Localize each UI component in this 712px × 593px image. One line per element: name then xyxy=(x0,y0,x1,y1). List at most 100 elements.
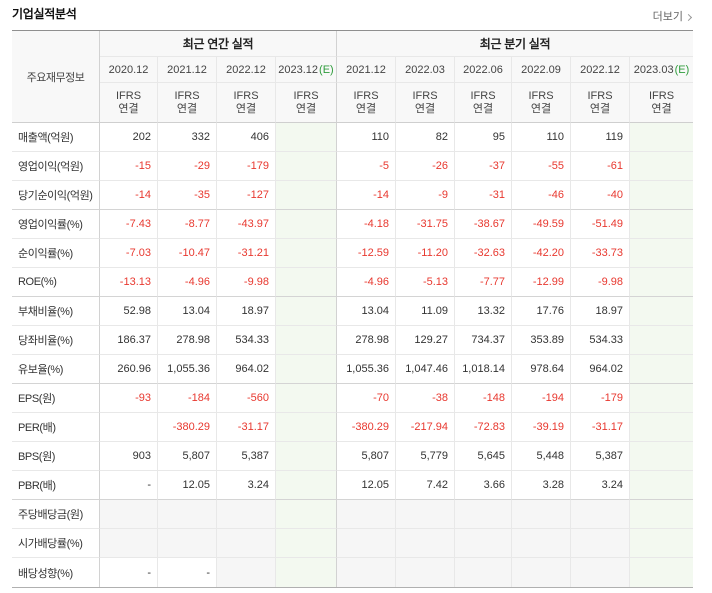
estimate-mark: (E) xyxy=(319,63,334,76)
value-cell xyxy=(276,355,338,384)
value-cell: - xyxy=(158,558,217,587)
value-cell: -127 xyxy=(217,181,276,210)
value-cell: -13.13 xyxy=(100,268,158,297)
value-cell xyxy=(571,500,631,529)
value-cell: -38 xyxy=(396,384,456,413)
row-label: 주당배당금(원) xyxy=(12,500,100,529)
value-cell xyxy=(396,529,456,558)
value-cell: -12.99 xyxy=(512,268,572,297)
scope-label: 연결 xyxy=(355,102,377,115)
value-cell: 5,779 xyxy=(396,442,456,471)
value-cell: -560 xyxy=(217,384,276,413)
value-cell xyxy=(276,500,338,529)
basis-label: IFRS xyxy=(587,89,613,102)
basis-header: IFRS 연결 xyxy=(455,83,513,123)
value-cell xyxy=(396,558,456,587)
row-label: 당좌비율(%) xyxy=(12,326,100,355)
table-row: 당좌비율(%) 186.37 278.98 534.33 278.98 129.27 734… xyxy=(12,326,694,355)
chevron-right-icon xyxy=(684,13,693,22)
more-link[interactable]: 더보기 xyxy=(653,10,693,24)
period-header: 2023.12(E) xyxy=(276,57,338,83)
period-label: 2022.03 xyxy=(405,63,445,76)
value-cell: 13.32 xyxy=(455,297,513,326)
value-cell: 202 xyxy=(100,123,158,152)
value-cell: 5,807 xyxy=(337,442,397,471)
value-cell: -51.49 xyxy=(571,210,631,239)
value-cell: -37 xyxy=(455,152,513,181)
value-cell: 278.98 xyxy=(158,326,217,355)
value-cell: -33.73 xyxy=(571,239,631,268)
row-label: 시가배당률(%) xyxy=(12,529,100,558)
basis-header: IFRS 연결 xyxy=(512,83,572,123)
value-cell xyxy=(630,123,694,152)
value-cell: 5,448 xyxy=(512,442,572,471)
scope-label: 연결 xyxy=(118,102,139,115)
value-cell xyxy=(276,123,338,152)
value-cell: 1,055.36 xyxy=(158,355,217,384)
value-cell xyxy=(630,268,694,297)
basis-header-row: IFRS 연결 IFRS 연결 IFRS 연결 IFRS 연결 IFRS 연결 IFRS 연결 IFRS… xyxy=(12,83,694,123)
value-cell xyxy=(630,413,694,442)
value-cell xyxy=(455,558,513,587)
value-cell: - xyxy=(100,471,158,500)
value-cell: 3.28 xyxy=(512,471,572,500)
value-cell xyxy=(217,500,276,529)
value-cell xyxy=(630,500,694,529)
basis-header: IFRS 연결 xyxy=(158,83,217,123)
value-cell xyxy=(276,384,338,413)
row-label: 유보율(%) xyxy=(12,355,100,384)
value-cell xyxy=(276,326,338,355)
value-cell xyxy=(630,529,694,558)
row-label: ROE(%) xyxy=(12,268,100,297)
value-cell: 353.89 xyxy=(512,326,572,355)
value-cell: -380.29 xyxy=(337,413,397,442)
value-cell: 534.33 xyxy=(217,326,276,355)
period-label: 2022.06 xyxy=(463,63,503,76)
basis-header: IFRS 연결 xyxy=(571,83,631,123)
basis-label: IFRS xyxy=(412,89,438,102)
value-cell: -10.47 xyxy=(158,239,217,268)
value-cell: 18.97 xyxy=(571,297,631,326)
basis-header: IFRS 연결 xyxy=(630,83,694,123)
value-cell xyxy=(571,558,631,587)
value-cell: -61 xyxy=(571,152,631,181)
basis-header: IFRS 연결 xyxy=(100,83,158,123)
value-cell: -148 xyxy=(455,384,513,413)
basis-header: IFRS 연결 xyxy=(276,83,338,123)
value-cell xyxy=(276,181,338,210)
value-cell: 1,055.36 xyxy=(337,355,397,384)
value-cell xyxy=(630,210,694,239)
value-cell: -7.03 xyxy=(100,239,158,268)
value-cell: -72.83 xyxy=(455,413,513,442)
period-label: 2021.12 xyxy=(167,63,207,76)
scope-label: 연결 xyxy=(589,102,611,115)
period-header: 2020.12 xyxy=(100,57,158,83)
value-cell: 1,018.14 xyxy=(455,355,513,384)
value-cell: 7.42 xyxy=(396,471,456,500)
value-cell xyxy=(630,152,694,181)
period-label: 2023.12 xyxy=(278,63,319,76)
value-cell xyxy=(337,558,397,587)
value-cell: -31.75 xyxy=(396,210,456,239)
value-cell: -217.94 xyxy=(396,413,456,442)
value-cell: 332 xyxy=(158,123,217,152)
value-cell: -179 xyxy=(217,152,276,181)
basis-label: IFRS xyxy=(648,89,675,102)
value-cell: 119 xyxy=(571,123,631,152)
scope-label: 연결 xyxy=(414,102,436,115)
value-cell xyxy=(512,500,572,529)
value-cell: -32.63 xyxy=(455,239,513,268)
value-cell xyxy=(630,471,694,500)
value-cell xyxy=(396,500,456,529)
value-cell: 534.33 xyxy=(571,326,631,355)
value-cell: 5,645 xyxy=(455,442,513,471)
value-cell: 13.04 xyxy=(337,297,397,326)
section-title: 기업실적분석 xyxy=(12,7,77,21)
period-header: 2022.12 xyxy=(217,57,276,83)
value-cell: -7.77 xyxy=(455,268,513,297)
value-cell xyxy=(630,384,694,413)
table-header: 주요재무정보 최근 연간 실적 최근 분기 실적 2020.12 2021.12 2… xyxy=(12,31,694,123)
value-cell xyxy=(630,442,694,471)
period-header: 2021.12 xyxy=(158,57,217,83)
financial-performance-table: 주요재무정보 최근 연간 실적 최근 분기 실적 2020.12 2021.12 2… xyxy=(12,30,694,588)
